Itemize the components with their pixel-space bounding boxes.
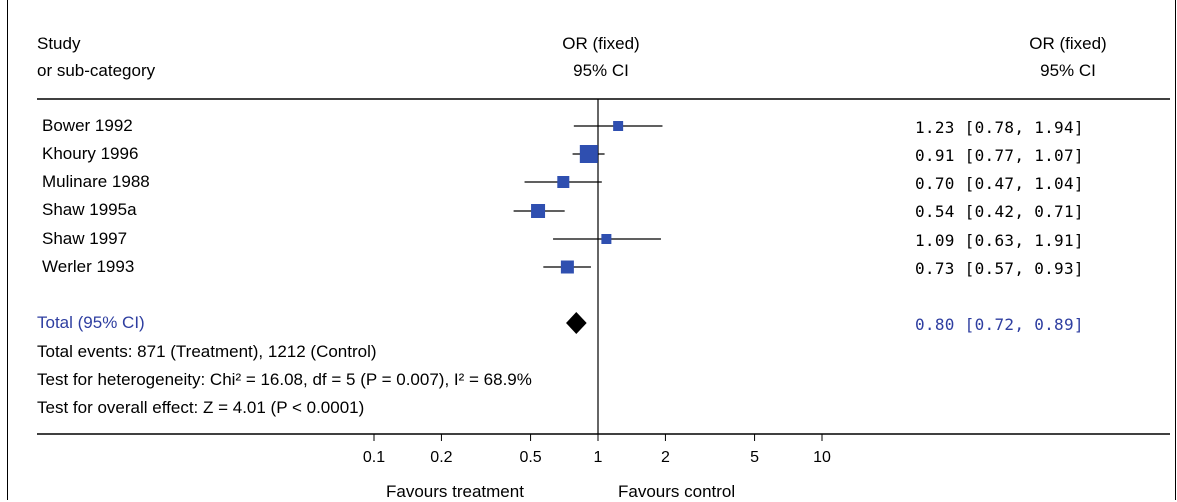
study-point-box xyxy=(557,176,570,188)
study-point-box xyxy=(613,121,624,131)
study-point-box xyxy=(531,204,546,218)
axis-tick-label: 10 xyxy=(813,449,831,466)
total-label: Total (95% CI) xyxy=(37,313,145,332)
overall-effect-test: Test for overall effect: Z = 4.01 (P < 0… xyxy=(37,398,365,417)
header-plot-line1: OR (fixed) xyxy=(562,34,640,53)
total-events: Total events: 871 (Treatment), 1212 (Con… xyxy=(37,342,377,361)
favours-treatment-label: Favours treatment xyxy=(386,482,524,501)
axis-tick-label: 0.2 xyxy=(430,449,452,466)
favours-control-label: Favours control xyxy=(618,482,736,501)
header-result-line1: OR (fixed) xyxy=(1029,34,1107,53)
header-plot-line2: 95% CI xyxy=(573,61,629,80)
study-name: Bower 1992 xyxy=(42,116,133,135)
study-result: 0.91 [0.77, 1.07] xyxy=(915,146,1084,165)
study-point-box xyxy=(579,145,598,163)
study-name: Khoury 1996 xyxy=(42,144,139,163)
study-point-box xyxy=(560,260,574,274)
study-point-box xyxy=(601,234,612,244)
study-name: Werler 1993 xyxy=(42,257,135,276)
header-result-line2: 95% CI xyxy=(1040,61,1096,80)
study-result: 1.09 [0.63, 1.91] xyxy=(915,231,1084,250)
header-study-line1: Study xyxy=(37,34,81,53)
header-study-line2: or sub-category xyxy=(37,61,156,80)
heterogeneity-test: Test for heterogeneity: Chi² = 16.08, df… xyxy=(37,370,532,389)
axis-tick-label: 0.1 xyxy=(363,449,385,466)
axis-tick-label: 0.5 xyxy=(519,449,541,466)
forest-plot-frame xyxy=(7,0,1176,500)
study-name: Shaw 1995a xyxy=(42,200,137,219)
total-result: 0.80 [0.72, 0.89] xyxy=(915,315,1084,334)
study-name: Shaw 1997 xyxy=(42,229,128,248)
study-result: 0.73 [0.57, 0.93] xyxy=(915,259,1084,278)
axis-tick-label: 5 xyxy=(750,449,759,466)
total-diamond xyxy=(566,312,587,334)
axis-tick-label: 2 xyxy=(661,449,670,466)
study-result: 1.23 [0.78, 1.94] xyxy=(915,118,1084,137)
axis-tick-label: 1 xyxy=(594,449,603,466)
study-result: 0.54 [0.42, 0.71] xyxy=(915,202,1084,221)
study-name: Mulinare 1988 xyxy=(42,172,150,191)
study-result: 0.70 [0.47, 1.04] xyxy=(915,174,1084,193)
